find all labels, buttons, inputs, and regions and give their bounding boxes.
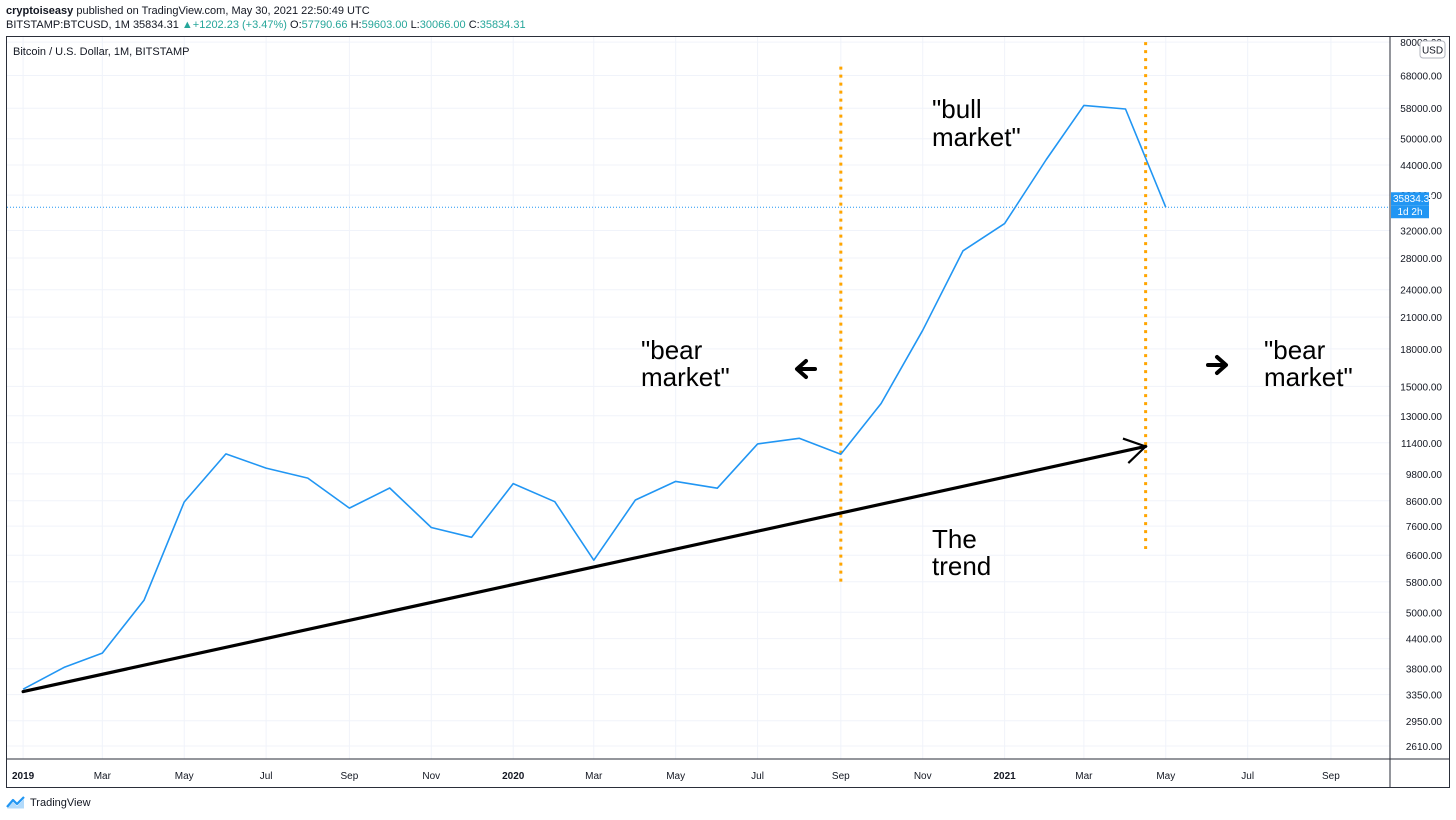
x-axis-ticks: 2019 Mar May Jul Sep Nov 2020 Mar May Jul Sep Nov 20… [12, 771, 1340, 782]
bear-market-right-annotation: "bear market" [1264, 335, 1353, 392]
x-tick-label: Jul [1241, 771, 1254, 782]
last-price-badge-text: 35834.31 [1393, 194, 1435, 205]
x-tick-label: Mar [94, 771, 112, 782]
x-tick-label: Mar [585, 771, 603, 782]
price-badge: 35834.31 1d 2h [1391, 192, 1435, 219]
bull-line1: "bull [932, 94, 982, 124]
low-value: 30066.00 [419, 19, 466, 31]
chart-frame [6, 36, 1450, 788]
x-tick-label: 2019 [12, 771, 35, 782]
x-tick-label: Mar [1075, 771, 1093, 782]
x-tick-label: Nov [422, 771, 440, 782]
x-tick-label: Sep [1322, 771, 1340, 782]
y-tick-label: 15000.00 [1400, 382, 1442, 393]
ohlc-line: BITSTAMP:BTCUSD, 1M 35834.31 ▲+1202.23 (… [6, 18, 526, 32]
high-label: H: [350, 19, 362, 31]
price-change: +1202.23 (+3.47%) [192, 19, 287, 31]
trend-line [21, 444, 1148, 694]
y-tick-label: 2610.00 [1406, 742, 1443, 753]
x-tick-label: Sep [340, 771, 358, 782]
trend-line-group [21, 437, 1148, 694]
close-label: C: [468, 19, 480, 31]
arrow-left-head [795, 359, 808, 379]
publisher-name[interactable]: cryptoiseasy [6, 5, 74, 17]
y-tick-label: 5800.00 [1406, 578, 1443, 589]
y-tick-label: 3350.00 [1406, 691, 1443, 702]
tradingview-brand[interactable]: TradingView [30, 796, 91, 809]
y-tick-label: 68000.00 [1400, 72, 1442, 83]
high-value: 59603.00 [361, 19, 408, 31]
chart-header: cryptoiseasy published on TradingView.co… [6, 4, 526, 32]
bear-market-left-annotation: "bear market" [641, 335, 730, 392]
y-axis-ticks: 80000.0068000.0058000.0050000.0044000.00… [1400, 38, 1442, 753]
bear-right-line1: "bear [1264, 335, 1326, 365]
bull-line2: market" [932, 122, 1021, 152]
x-tick-label: May [175, 771, 194, 782]
y-tick-label: 18000.00 [1400, 345, 1442, 356]
y-tick-label: 9800.00 [1406, 470, 1443, 481]
currency-badge-text: USD [1422, 46, 1443, 57]
y-tick-label: 28000.00 [1400, 254, 1442, 265]
countdown-badge-text: 1d 2h [1397, 207, 1422, 218]
last-price-badge-box [1391, 192, 1429, 206]
arrow-right-head [1215, 355, 1228, 375]
trend-line1: The [932, 524, 977, 554]
trend-line2: trend [932, 551, 991, 581]
y-tick-label: 44000.00 [1400, 161, 1442, 172]
bear-left-line1: "bear [641, 335, 703, 365]
btcusd-price-line [22, 104, 1167, 690]
footer: TradingView [6, 796, 91, 809]
y-tick-label: 6600.00 [1406, 551, 1443, 562]
chart-title: Bitcoin / U.S. Dollar, 1M, BITSTAMP [13, 46, 189, 58]
up-arrow-icon: ▲ [181, 19, 193, 31]
close-value: 35834.31 [479, 19, 526, 31]
x-tick-label: Jul [260, 771, 273, 782]
arrow-right-icon [1206, 355, 1228, 375]
x-tick-label: May [666, 771, 685, 782]
x-tick-label: May [1156, 771, 1175, 782]
y-tick-label: 21000.00 [1400, 313, 1442, 324]
y-tick-label: 7600.00 [1406, 522, 1443, 533]
y-tick-label: 24000.00 [1400, 286, 1442, 297]
symbol-label: BITSTAMP:BTCUSD, 1M [6, 19, 130, 31]
y-tick-label: 4400.00 [1406, 635, 1443, 646]
x-tick-label: Jul [751, 771, 764, 782]
low-label: L: [410, 19, 420, 31]
y-tick-label: 32000.00 [1400, 227, 1442, 238]
bear-right-line2: market" [1264, 362, 1353, 392]
open-label: O: [290, 19, 302, 31]
y-tick-label: 58000.00 [1400, 104, 1442, 115]
y-tick-label: 5000.00 [1406, 608, 1443, 619]
y-tick-label: 3800.00 [1406, 665, 1443, 676]
tradingview-logo-icon[interactable] [6, 796, 26, 809]
currency-badge-box [1419, 40, 1446, 59]
countdown-badge-box [1391, 205, 1429, 219]
arrow-left-icon [795, 359, 817, 379]
trend-annotation: The trend [932, 524, 991, 581]
bull-market-annotation: "bull market" [932, 94, 1021, 152]
y-tick-label: 50000.00 [1400, 135, 1442, 146]
publish-info: cryptoiseasy published on TradingView.co… [6, 4, 526, 18]
y-tick-label: 13000.00 [1400, 412, 1442, 423]
x-tick-label: 2021 [994, 771, 1017, 782]
y-tick-label: 11400.00 [1401, 439, 1442, 450]
trend-arrowhead [1122, 437, 1148, 464]
open-value: 57790.66 [301, 19, 348, 31]
y-tick-label: 2950.00 [1406, 717, 1443, 728]
currency-badge[interactable]: USD [1419, 40, 1446, 59]
last-price: 35834.31 [132, 19, 179, 31]
bear-left-line2: market" [641, 362, 730, 392]
published-text: published on TradingView.com, May 30, 20… [76, 5, 370, 17]
x-tick-label: 2020 [502, 771, 525, 782]
x-tick-label: Nov [914, 771, 932, 782]
series-group [22, 104, 1167, 690]
vertical-markers [839, 42, 1148, 586]
x-tick-label: Sep [832, 771, 850, 782]
y-tick-label: 8600.00 [1406, 497, 1443, 508]
